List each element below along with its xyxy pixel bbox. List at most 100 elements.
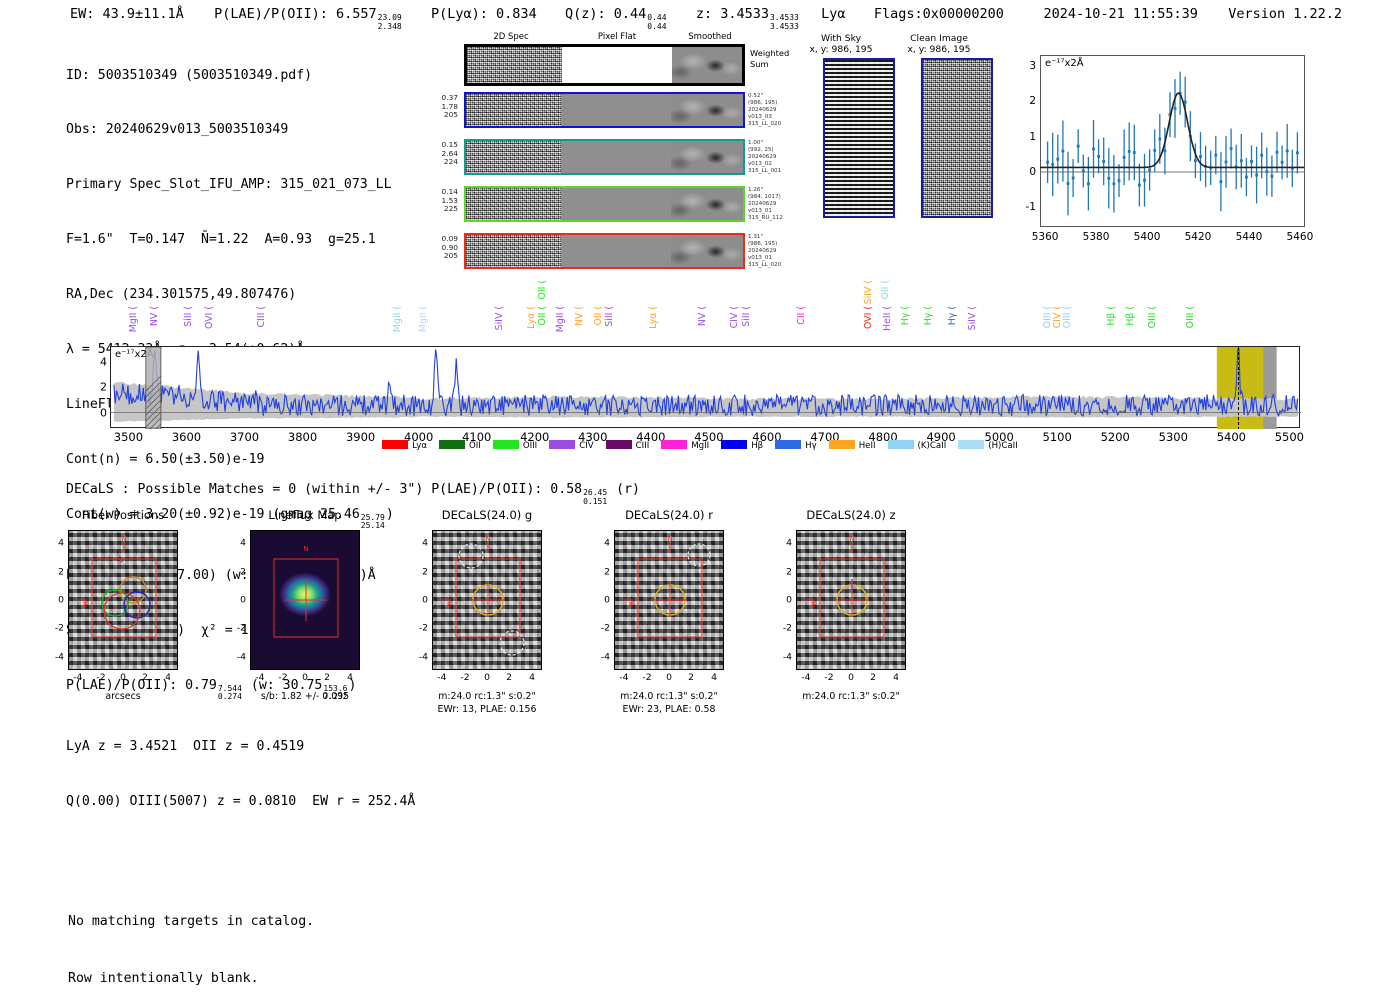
clean-image-subtitle: x, y: 986, 195 — [907, 44, 971, 55]
fiber-metadata-line: (986, 195) — [748, 100, 778, 107]
legend-item: MgII — [661, 440, 709, 451]
svg-text:N: N — [849, 535, 854, 543]
emission-line-label: CIII ( — [255, 306, 267, 328]
legend-label: Hβ — [751, 441, 764, 451]
fiber-smoothed — [671, 94, 743, 126]
fiber-metadata-line: v013_02 — [748, 161, 772, 168]
panel-title-smoothed: Smoothed — [688, 32, 732, 42]
info-gmag-range: 25.79 25.14 — [360, 513, 385, 531]
linefit-x-tick: 5440 — [1235, 231, 1263, 243]
legend-label: Hγ — [805, 441, 817, 451]
cutout-y-tick: 4 — [240, 537, 246, 549]
z-value: z: 3.4533 — [695, 6, 769, 22]
fiber-metadata-line: v013_03 — [748, 114, 772, 121]
emission-line-label: OVI ( — [203, 306, 215, 330]
emission-line-label: MgII ( — [392, 306, 404, 333]
fiber-pixelflat — [561, 94, 671, 126]
emission-line-label: OIII ( — [1184, 306, 1196, 329]
fiber-weights: 0.37 1.78 205 — [420, 93, 458, 120]
spectrum-y-tick: 0 — [100, 406, 107, 420]
info-continuum-wide: Cont(w) = 3.20(±0.92)e-19 (gmag 25.46 25.… — [66, 506, 415, 531]
fiber-metadata: 1.00" (992, 25) 20240629 v013_02 315_LL_001 — [748, 140, 808, 175]
qz-lo: 0.44 — [647, 21, 667, 31]
decals-header-band: (r) — [616, 482, 640, 497]
info-plae-wlo: 7.232 — [323, 692, 348, 702]
spectrum-x-tick: 4000 — [404, 430, 434, 444]
fiber-weight-value: 0.09 — [441, 234, 458, 243]
fiber-metadata-line: 0.52" — [748, 93, 764, 99]
header-timestamp-version: 2024-10-21 11:55:39 Version 1.22.2 — [1043, 6, 1342, 22]
cutout-x-tick: -4 — [437, 672, 447, 683]
info-gmag-lo: 25.14 — [360, 521, 385, 531]
cutout-y-tick: -4 — [782, 651, 792, 663]
cutout-y-tick: 2 — [786, 566, 792, 578]
cutout-x-tick: 4 — [711, 672, 718, 683]
cutout-y-tick: -4 — [54, 651, 64, 663]
cutout-y-tick: 0 — [240, 594, 246, 606]
fiber-metadata-line: v013_01 — [748, 208, 772, 215]
linefit-y-tick: 2 — [1029, 95, 1036, 108]
spectrum-x-tick: 4400 — [636, 430, 666, 444]
cutout-caption: m:24.0 rc:1.3" s:0.2" EWr: 13, PLAE: 0.15… — [432, 690, 542, 716]
fiber-metadata-line: v013_01 — [748, 255, 772, 262]
legend-swatch — [492, 440, 519, 449]
fiber-2dspec — [466, 235, 561, 267]
linefit-x-tick: 5460 — [1286, 231, 1314, 243]
cutout-y-tick: 2 — [604, 566, 610, 578]
info-plae-poii: P(LAE)/P(OII): 0.79 7.544 0.274 (w: 30.75 1… — [66, 677, 415, 702]
emission-line-label: OVI ( — [862, 306, 874, 330]
with-sky-title: With Sky x, y: 986, 195 — [796, 33, 886, 55]
info-gmag-hi: 25.79 — [360, 513, 385, 523]
cutout-y-tick: -2 — [782, 622, 792, 634]
legend-swatch — [828, 440, 855, 449]
cutout-title: Lineflux Map — [268, 508, 342, 522]
legend-swatch — [661, 440, 688, 449]
legend-item: Hβ — [721, 440, 763, 451]
info-redshifts: LyA z = 3.4521 OII z = 0.4519 — [66, 739, 305, 755]
fiber-weights: 0.15 2.64 224 — [420, 140, 458, 167]
cutout-y-tick: 4 — [58, 537, 64, 549]
cutout-y-tick: -4 — [600, 651, 610, 663]
linefit-x-tick: 5380 — [1082, 231, 1110, 243]
spectrum-y-tick: 4 — [100, 355, 107, 369]
fiber-smoothed — [671, 141, 743, 173]
info-plae-hi: 7.544 — [217, 684, 242, 694]
fiber-metadata-line: 1.31" — [748, 234, 764, 240]
panel-title-2dspec: 2D Spec — [493, 32, 529, 42]
z-lo: 3.4533 — [769, 21, 799, 31]
emission-line-label: Hγ ( — [923, 306, 935, 326]
emission-line-label: SiIV ( — [862, 280, 874, 305]
svg-text:N: N — [485, 535, 490, 543]
cutout-caption-line1: arcsecs — [105, 691, 141, 702]
legend-label: Lyα — [412, 441, 427, 451]
svg-text:E: E — [629, 601, 633, 609]
fiber-metadata-line: 315_LL_020 — [748, 262, 782, 269]
spectrum-x-tick: 5100 — [1042, 430, 1072, 444]
cutout-caption-line2: EWr: 23, PLAE: 0.58 — [622, 704, 716, 715]
z-hi: 3.4533 — [769, 13, 799, 23]
cutout-x-tick: 4 — [347, 672, 354, 683]
info-plae-post: ) — [348, 677, 357, 693]
spectrum-x-tick: 4600 — [752, 430, 782, 444]
info-plae-lo: 0.274 — [217, 692, 242, 702]
cutout-x-tick: 0 — [666, 672, 672, 683]
cutout-x-tick: 2 — [142, 672, 148, 683]
cutout-image[interactable]: N — [250, 530, 360, 670]
cutout-x-tick: 2 — [688, 672, 694, 683]
legend-label: OII — [469, 441, 481, 451]
cutout-y-tick: 0 — [604, 594, 610, 606]
two-d-spectrum-panel: 2D Spec Pixel Flat Smoothed Weighted Sum… — [420, 32, 789, 269]
spectrum-canvas — [111, 347, 1301, 429]
fiber-2dspec — [466, 188, 561, 220]
svg-text:E: E — [447, 601, 451, 609]
spectrum-x-tick: 4300 — [578, 430, 608, 444]
plae-hi: 23.09 — [377, 13, 402, 23]
legend-swatch — [721, 440, 748, 449]
cutout-x-tick: -2 — [96, 672, 106, 683]
info-primary-spec-slot: Primary Spec_Slot_IFU_AMP: 315_021_073_L… — [66, 177, 392, 193]
emission-line-label: OIII ( — [1146, 306, 1158, 329]
